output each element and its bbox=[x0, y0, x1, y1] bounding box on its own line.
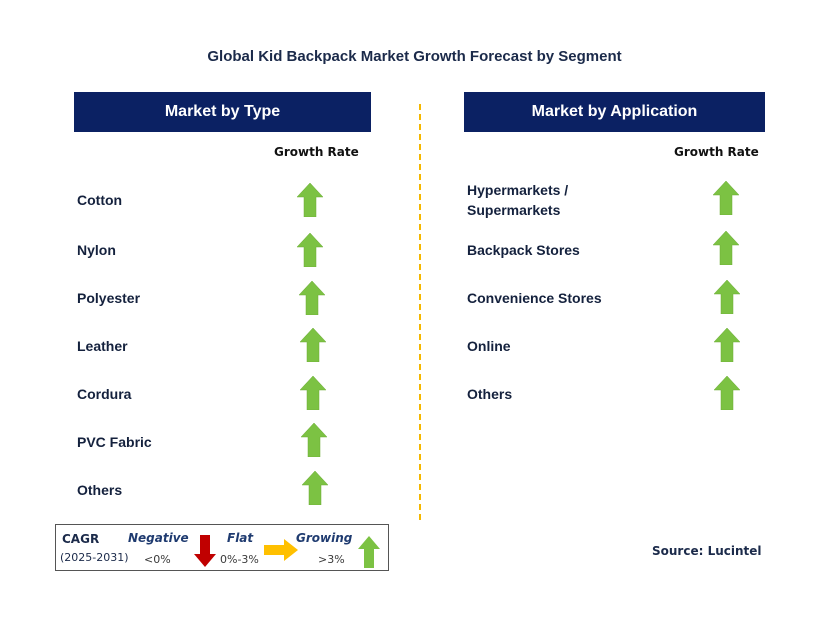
growing-arrow-icon bbox=[301, 423, 327, 457]
growing-arrow-icon bbox=[300, 376, 326, 410]
growing-arrow-icon bbox=[299, 281, 325, 315]
application-item-backpack-stores: Backpack Stores bbox=[467, 242, 580, 258]
legend-growing-range: >3% bbox=[318, 553, 345, 566]
legend-flat-range: 0%-3% bbox=[220, 553, 259, 566]
legend-negative-label: Negative bbox=[128, 531, 189, 545]
flat-arrow-icon bbox=[264, 539, 298, 561]
growing-arrow-icon bbox=[297, 183, 323, 217]
chart-title: Global Kid Backpack Market Growth Foreca… bbox=[207, 48, 622, 65]
application-item-hypermarkets-line2: Supermarkets bbox=[467, 202, 561, 218]
growing-arrow-icon bbox=[358, 536, 380, 568]
application-header: Market by Application bbox=[464, 92, 765, 132]
growing-arrow-icon bbox=[713, 181, 739, 215]
type-item-cordura: Cordura bbox=[77, 386, 132, 402]
type-item-others: Others bbox=[77, 482, 123, 498]
growing-arrow-icon bbox=[714, 280, 740, 314]
source-label: Source: Lucintel bbox=[652, 544, 762, 558]
growing-arrow-icon bbox=[713, 231, 739, 265]
type-item-cotton: Cotton bbox=[77, 192, 123, 208]
type-item-pvc-fabric: PVC Fabric bbox=[77, 434, 152, 450]
application-item-online: Online bbox=[467, 338, 511, 354]
growing-arrow-icon bbox=[302, 471, 328, 505]
negative-arrow-icon bbox=[194, 535, 216, 567]
application-growth-rate-label: Growth Rate bbox=[674, 145, 759, 159]
panel-divider bbox=[419, 104, 421, 520]
growing-arrow-icon bbox=[714, 328, 740, 362]
application-item-hypermarkets-line1: Hypermarkets / bbox=[467, 182, 569, 198]
cagr-legend: CAGR (2025-2031) Negative <0% Flat 0%-3%… bbox=[55, 524, 389, 571]
application-item-convenience-stores: Convenience Stores bbox=[467, 290, 602, 306]
growing-arrow-icon bbox=[300, 328, 326, 362]
type-header: Market by Type bbox=[74, 92, 371, 132]
growing-arrow-icon bbox=[714, 376, 740, 410]
type-item-polyester: Polyester bbox=[77, 290, 141, 306]
type-growth-rate-label: Growth Rate bbox=[274, 145, 359, 159]
growing-arrow-icon bbox=[297, 233, 323, 267]
legend-negative-range: <0% bbox=[144, 553, 171, 566]
legend-flat-label: Flat bbox=[227, 531, 254, 545]
application-item-others: Others bbox=[467, 386, 513, 402]
type-item-nylon: Nylon bbox=[77, 242, 116, 258]
legend-cagr-label: CAGR bbox=[62, 532, 100, 546]
legend-growing-label: Growing bbox=[296, 531, 353, 545]
legend-period: (2025-2031) bbox=[60, 551, 129, 564]
application-item-hypermarkets: Hypermarkets / Supermarkets bbox=[467, 180, 568, 220]
type-item-leather: Leather bbox=[77, 338, 128, 354]
